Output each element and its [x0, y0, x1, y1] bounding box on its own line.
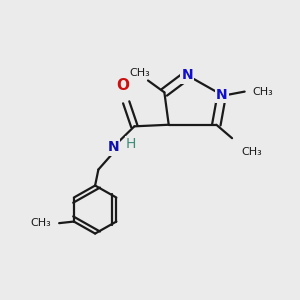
Text: N: N	[107, 140, 119, 154]
Text: CH₃: CH₃	[130, 68, 150, 78]
Text: H: H	[126, 137, 136, 151]
Text: CH₃: CH₃	[241, 147, 262, 157]
Text: N: N	[181, 68, 193, 82]
Text: O: O	[116, 78, 129, 93]
Text: CH₃: CH₃	[30, 218, 51, 228]
Text: CH₃: CH₃	[253, 87, 274, 97]
Text: N: N	[216, 88, 227, 102]
